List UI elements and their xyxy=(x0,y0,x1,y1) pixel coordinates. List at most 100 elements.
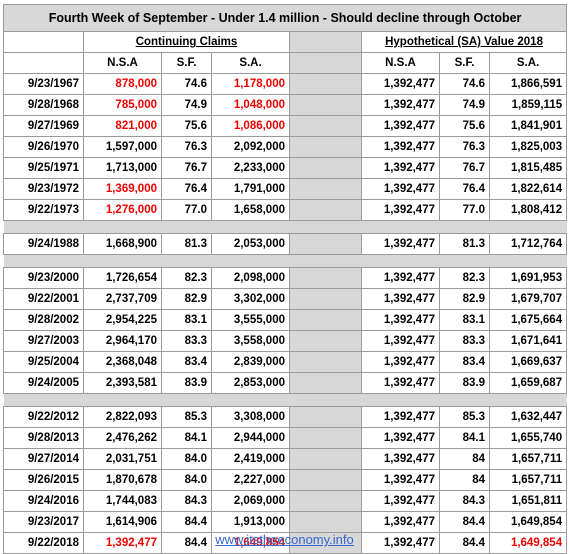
separator-cell xyxy=(489,254,567,268)
cell-sa-2018: 1,657,711 xyxy=(488,469,568,491)
gap-cell xyxy=(289,330,362,352)
gap-cell xyxy=(289,267,362,289)
cell-sa-2018: 1,671,641 xyxy=(488,330,568,352)
cell-nsa: 1,369,000 xyxy=(83,178,162,200)
col-header-sf-2018: S.F. xyxy=(439,52,490,74)
separator-cell xyxy=(439,220,490,234)
separator-cell xyxy=(439,254,490,268)
cell-nsa: 2,822,093 xyxy=(83,406,162,428)
cell-nsa-2018: 1,392,477 xyxy=(361,469,440,491)
cell-sf-2018: 84 xyxy=(439,469,490,491)
gap-cell xyxy=(289,178,362,200)
cell-sa-2018: 1,808,412 xyxy=(488,199,568,221)
cell-sf-2018: 77.0 xyxy=(439,199,490,221)
cell-nsa-2018: 1,392,477 xyxy=(361,532,440,554)
separator-cell xyxy=(211,220,290,234)
separator-cell xyxy=(83,254,162,268)
col-header-sa-2018: S.A. xyxy=(488,52,568,74)
cell-nsa-2018: 1,392,477 xyxy=(361,448,440,470)
gap-cell xyxy=(289,73,362,95)
row-date: 9/23/1972 xyxy=(3,178,84,200)
cell-sf-2018: 81.3 xyxy=(439,233,490,255)
separator-cell xyxy=(161,220,212,234)
cell-sf: 75.6 xyxy=(161,115,212,137)
separator-cell xyxy=(83,393,162,407)
cell-nsa-2018: 1,392,477 xyxy=(361,427,440,449)
col-header-nsa-2018: N.S.A xyxy=(361,52,440,74)
cell-nsa: 2,737,709 xyxy=(83,288,162,310)
cell-nsa: 2,954,225 xyxy=(83,309,162,331)
gap-cell xyxy=(289,199,362,221)
cell-sa: 2,098,000 xyxy=(211,267,290,289)
cell-sa: 1,791,000 xyxy=(211,178,290,200)
table-row: 9/28/1968 785,000 74.9 1,048,000 1,392,477 74… xyxy=(3,94,568,116)
table-row: 9/22/2018 1,392,477 84.4 1,649,854 1,392,477… xyxy=(3,532,568,554)
row-date: 9/24/2016 xyxy=(3,490,84,512)
cell-sf: 83.4 xyxy=(161,351,212,373)
cell-sa: 1,913,000 xyxy=(211,511,290,533)
cell-sf-2018: 85.3 xyxy=(439,406,490,428)
cell-sf: 83.3 xyxy=(161,330,212,352)
cell-nsa-2018: 1,392,477 xyxy=(361,309,440,331)
row-date: 9/26/1970 xyxy=(3,136,84,158)
cell-sf-2018: 75.6 xyxy=(439,115,490,137)
row-date: 9/28/2013 xyxy=(3,427,84,449)
separator-cell xyxy=(361,220,440,234)
gap-cell xyxy=(289,52,362,74)
cell-sf: 83.9 xyxy=(161,372,212,394)
cell-nsa: 878,000 xyxy=(83,73,162,95)
table-row: 9/23/2000 1,726,654 82.3 2,098,000 1,392,477… xyxy=(3,267,568,289)
row-date: 9/25/1971 xyxy=(3,157,84,179)
cell-sf: 84.0 xyxy=(161,469,212,491)
table-row: 9/22/2012 2,822,093 85.3 3,308,000 1,392,477… xyxy=(3,406,568,428)
cell-nsa: 785,000 xyxy=(83,94,162,116)
cell-sa: 1,658,000 xyxy=(211,199,290,221)
cell-sa-2018: 1,679,707 xyxy=(488,288,568,310)
cell-nsa-2018: 1,392,477 xyxy=(361,406,440,428)
separator-row xyxy=(3,220,567,234)
footer-link[interactable]: www.itstheeconomy.info xyxy=(215,532,354,547)
cell-nsa-2018: 1,392,477 xyxy=(361,351,440,373)
cell-sa-2018: 1,825,003 xyxy=(488,136,568,158)
cell-sa: 2,944,000 xyxy=(211,427,290,449)
cell-nsa: 2,964,170 xyxy=(83,330,162,352)
cell-nsa-2018: 1,392,477 xyxy=(361,73,440,95)
cell-nsa-2018: 1,392,477 xyxy=(361,372,440,394)
cell-nsa-2018: 1,392,477 xyxy=(361,267,440,289)
table-row: 9/26/1970 1,597,000 76.3 2,092,000 1,392,477… xyxy=(3,136,568,158)
separator-cell xyxy=(489,220,567,234)
cell-sa-2018: 1,655,740 xyxy=(488,427,568,449)
gap-cell xyxy=(289,233,362,255)
group-continuing-claims-label: Continuing Claims xyxy=(135,36,238,48)
cell-nsa: 2,368,048 xyxy=(83,351,162,373)
separator-cell xyxy=(361,393,440,407)
separator-cell xyxy=(489,393,567,407)
cell-nsa-2018: 1,392,477 xyxy=(361,157,440,179)
row-date: 9/27/1969 xyxy=(3,115,84,137)
cell-sa: 3,555,000 xyxy=(211,309,290,331)
row-date: 9/23/2017 xyxy=(3,511,84,533)
separator-cell xyxy=(289,254,362,268)
table-row: 9/27/2014 2,031,751 84.0 2,419,000 1,392,477… xyxy=(3,448,568,470)
separator-cell xyxy=(3,393,84,407)
table-row: 9/26/2015 1,870,678 84.0 2,227,000 1,392,477… xyxy=(3,469,568,491)
separator-cell xyxy=(3,254,84,268)
separator-cell xyxy=(161,254,212,268)
cell-nsa: 2,476,262 xyxy=(83,427,162,449)
cell-sf: 85.3 xyxy=(161,406,212,428)
cell-sf-2018: 76.7 xyxy=(439,157,490,179)
cell-sf: 77.0 xyxy=(161,199,212,221)
cell-nsa: 1,614,906 xyxy=(83,511,162,533)
cell-sa-2018: 1,659,687 xyxy=(488,372,568,394)
row-date: 9/28/2002 xyxy=(3,309,84,331)
cell-sf: 84.3 xyxy=(161,490,212,512)
cell-nsa: 2,031,751 xyxy=(83,448,162,470)
separator-cell xyxy=(3,220,84,234)
cell-sf: 76.7 xyxy=(161,157,212,179)
cell-sf-2018: 76.4 xyxy=(439,178,490,200)
cell-sf: 81.3 xyxy=(161,233,212,255)
cell-sa-2018: 1,657,711 xyxy=(488,448,568,470)
cell-sa-2018: 1,632,447 xyxy=(488,406,568,428)
cell-nsa-2018: 1,392,477 xyxy=(361,115,440,137)
separator-row xyxy=(3,393,567,407)
